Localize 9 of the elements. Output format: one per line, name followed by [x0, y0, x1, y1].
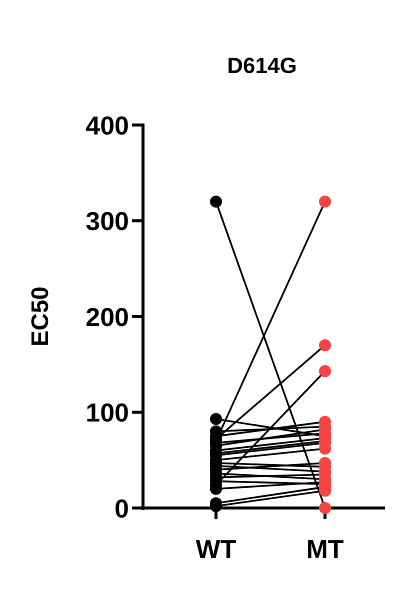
- y-tick-label: 400: [86, 110, 129, 140]
- y-tick-label: 0: [114, 493, 129, 524]
- chart-title: D614G: [227, 53, 297, 78]
- y-tick-label: 300: [86, 206, 129, 236]
- y-tick-label: 100: [86, 398, 129, 428]
- x-tick-label: WT: [196, 534, 236, 564]
- y-axis-title: EC50: [27, 286, 54, 347]
- y-tick-label: 200: [86, 302, 129, 332]
- x-tick-label: MT: [306, 534, 344, 564]
